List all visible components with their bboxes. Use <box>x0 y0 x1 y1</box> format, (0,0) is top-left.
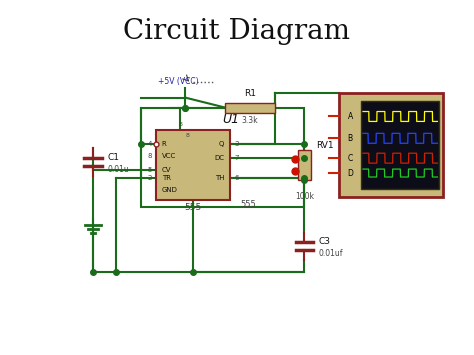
Text: 7: 7 <box>234 155 238 161</box>
Text: C1: C1 <box>107 153 119 162</box>
Text: U1: U1 <box>222 113 239 126</box>
Text: 6: 6 <box>234 175 238 181</box>
Bar <box>155 130 230 200</box>
Bar <box>225 103 275 113</box>
Text: TH: TH <box>215 175 224 181</box>
Text: 100k: 100k <box>295 192 314 201</box>
Text: +5V (VCC): +5V (VCC) <box>158 77 198 86</box>
Text: 555: 555 <box>240 200 256 209</box>
Text: Q: Q <box>219 141 224 147</box>
Text: DC: DC <box>214 155 224 161</box>
Text: 8: 8 <box>147 153 152 159</box>
Bar <box>141 108 304 207</box>
Text: D: D <box>347 169 353 178</box>
Text: R: R <box>162 141 166 147</box>
Bar <box>339 93 443 197</box>
Bar <box>298 150 311 180</box>
Text: Circuit Diagram: Circuit Diagram <box>124 18 350 45</box>
Text: 555: 555 <box>184 203 201 212</box>
Text: 2: 2 <box>147 175 152 181</box>
Text: 4: 4 <box>147 141 152 147</box>
Text: 8: 8 <box>179 122 182 127</box>
Text: C: C <box>347 154 353 163</box>
Text: RV1: RV1 <box>316 141 334 150</box>
Text: 3.3k: 3.3k <box>242 116 258 125</box>
Text: 8: 8 <box>186 133 190 138</box>
Text: A: A <box>347 112 353 121</box>
Text: B: B <box>347 134 353 143</box>
Text: 3: 3 <box>234 141 238 147</box>
Text: GND: GND <box>162 187 177 193</box>
Text: 5: 5 <box>147 167 152 173</box>
Bar <box>361 100 439 189</box>
Text: C3: C3 <box>319 237 330 246</box>
Text: VCC: VCC <box>162 153 176 159</box>
Text: TR: TR <box>162 175 171 181</box>
Text: R1: R1 <box>244 89 256 98</box>
Text: 0.01u: 0.01u <box>107 165 129 174</box>
Text: CV: CV <box>162 167 171 173</box>
Text: 0.01uf: 0.01uf <box>319 249 343 258</box>
